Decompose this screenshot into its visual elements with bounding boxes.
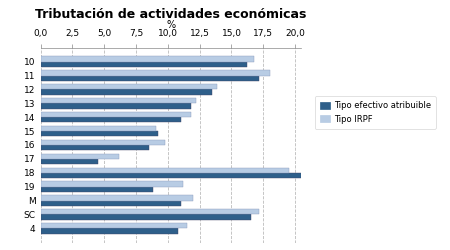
Text: Tributación de actividades económicas: Tributación de actividades económicas [35, 8, 307, 20]
Bar [40, 62, 247, 67]
Bar [40, 159, 98, 164]
Bar [40, 173, 305, 178]
Bar [40, 200, 180, 206]
Bar [40, 84, 217, 89]
Bar [40, 168, 289, 173]
Bar [40, 90, 212, 95]
X-axis label: %: % [166, 20, 176, 30]
Legend: Tipo efectivo atribuible, Tipo IRPF: Tipo efectivo atribuible, Tipo IRPF [315, 96, 436, 128]
Bar [40, 154, 119, 159]
Bar [40, 214, 251, 220]
Bar [40, 103, 191, 108]
Bar [40, 117, 180, 122]
Bar [40, 131, 158, 136]
Bar [40, 209, 260, 214]
Bar [40, 98, 196, 103]
Bar [40, 145, 148, 150]
Bar [40, 187, 153, 192]
Bar [40, 182, 183, 187]
Bar [40, 126, 156, 131]
Bar [40, 76, 260, 81]
Bar [40, 56, 254, 62]
Bar [40, 140, 165, 145]
Bar [40, 70, 270, 75]
Bar [40, 223, 187, 228]
Bar [40, 195, 194, 200]
Bar [40, 228, 178, 234]
Bar [40, 112, 191, 117]
